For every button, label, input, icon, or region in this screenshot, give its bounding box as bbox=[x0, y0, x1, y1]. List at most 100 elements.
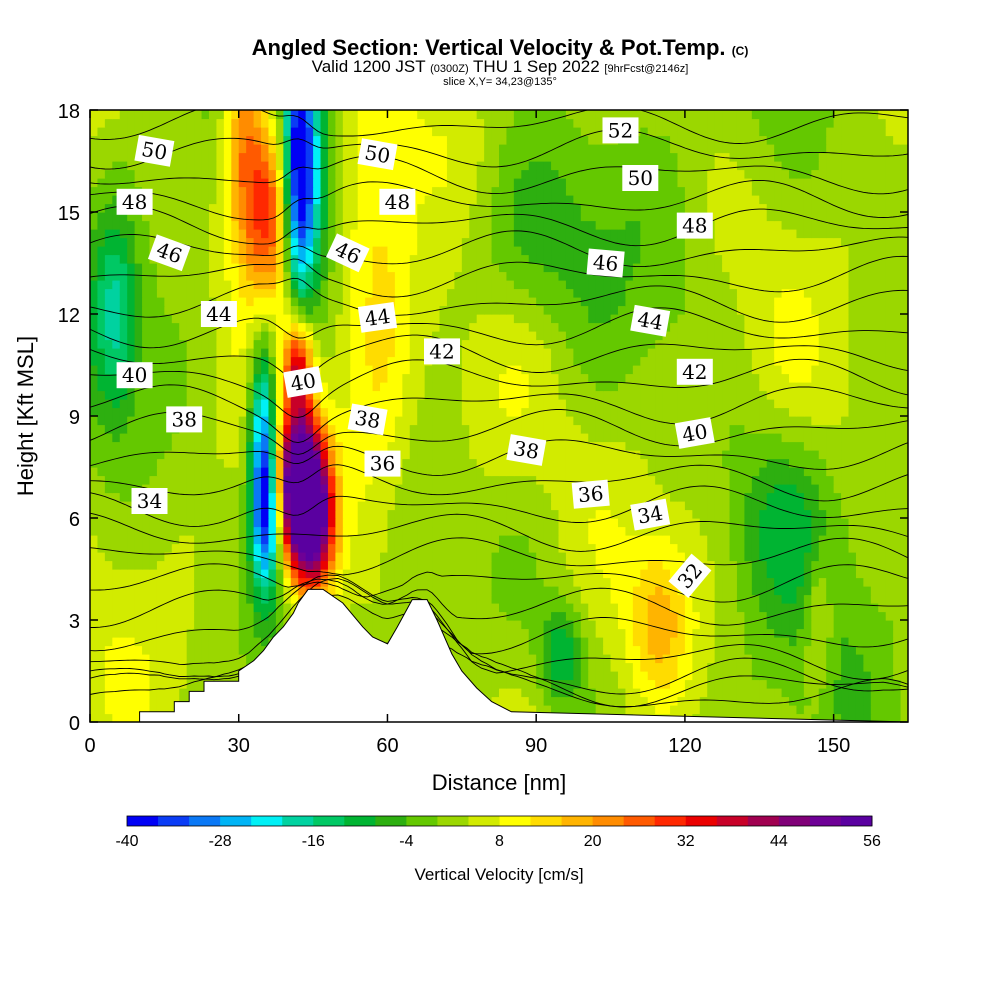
velocity-cell bbox=[863, 373, 872, 383]
velocity-cell bbox=[409, 475, 418, 485]
velocity-cell bbox=[454, 475, 463, 485]
velocity-cell bbox=[803, 620, 812, 630]
velocity-cell bbox=[238, 594, 247, 604]
velocity-cell bbox=[231, 594, 240, 604]
velocity-cell bbox=[640, 620, 649, 630]
velocity-cell bbox=[246, 628, 255, 638]
velocity-cell bbox=[632, 484, 641, 494]
velocity-cell bbox=[818, 433, 827, 443]
velocity-cell bbox=[751, 526, 760, 536]
velocity-cell bbox=[521, 484, 530, 494]
velocity-cell bbox=[268, 552, 277, 562]
velocity-cell bbox=[134, 390, 143, 400]
velocity-cell bbox=[655, 450, 664, 460]
velocity-cell bbox=[670, 450, 679, 460]
velocity-cell bbox=[684, 688, 693, 698]
velocity-cell bbox=[766, 484, 775, 494]
velocity-cell bbox=[789, 501, 798, 511]
velocity-cell bbox=[573, 356, 582, 366]
velocity-cell bbox=[521, 356, 530, 366]
velocity-cell bbox=[179, 628, 188, 638]
velocity-cell bbox=[156, 645, 165, 655]
velocity-cell bbox=[692, 620, 701, 630]
velocity-cell bbox=[759, 518, 768, 528]
velocity-cell bbox=[112, 450, 121, 460]
velocity-cell bbox=[201, 603, 210, 613]
velocity-cell bbox=[484, 467, 493, 477]
velocity-cell bbox=[320, 382, 329, 392]
velocity-cell bbox=[119, 526, 128, 536]
velocity-cell bbox=[766, 560, 775, 570]
velocity-cell bbox=[253, 441, 262, 451]
velocity-cell bbox=[432, 365, 441, 375]
velocity-cell bbox=[863, 424, 872, 434]
velocity-cell bbox=[781, 577, 790, 587]
velocity-cell bbox=[640, 543, 649, 553]
velocity-cell bbox=[469, 654, 478, 664]
velocity-cell bbox=[156, 705, 165, 715]
velocity-cell bbox=[670, 671, 679, 681]
velocity-cell bbox=[179, 484, 188, 494]
velocity-cell bbox=[885, 671, 894, 681]
velocity-cell bbox=[283, 433, 292, 443]
velocity-cell bbox=[231, 560, 240, 570]
velocity-cell bbox=[112, 407, 121, 417]
velocity-cell bbox=[863, 577, 872, 587]
velocity-cell bbox=[90, 475, 99, 485]
velocity-cell bbox=[127, 713, 136, 722]
velocity-cell bbox=[439, 424, 448, 434]
velocity-cell bbox=[878, 705, 887, 715]
velocity-cell bbox=[469, 637, 478, 647]
velocity-cell bbox=[662, 416, 671, 426]
velocity-cell bbox=[617, 535, 627, 545]
velocity-cell bbox=[818, 671, 827, 681]
velocity-cell bbox=[617, 654, 627, 664]
velocity-cell bbox=[543, 501, 552, 511]
velocity-cell bbox=[342, 518, 351, 528]
velocity-cell bbox=[543, 577, 552, 587]
velocity-cell bbox=[298, 535, 307, 545]
velocity-cell bbox=[513, 416, 522, 426]
velocity-cell bbox=[350, 492, 359, 502]
velocity-cell bbox=[253, 339, 262, 349]
velocity-cell bbox=[632, 705, 641, 715]
velocity-cell bbox=[826, 654, 835, 664]
velocity-cell bbox=[573, 475, 582, 485]
velocity-cell bbox=[766, 339, 775, 349]
velocity-cell bbox=[885, 339, 894, 349]
velocity-cell bbox=[870, 348, 879, 358]
velocity-cell bbox=[543, 390, 552, 400]
velocity-cell bbox=[164, 501, 173, 511]
velocity-cell bbox=[863, 526, 872, 536]
velocity-cell bbox=[878, 671, 887, 681]
velocity-cell bbox=[104, 399, 113, 409]
velocity-cell bbox=[357, 475, 366, 485]
velocity-cell bbox=[744, 552, 753, 562]
velocity-cell bbox=[238, 467, 247, 477]
velocity-cell bbox=[684, 543, 693, 553]
velocity-cell bbox=[513, 356, 522, 366]
velocity-cell bbox=[104, 603, 113, 613]
velocity-cell bbox=[335, 373, 344, 383]
velocity-cell bbox=[156, 475, 165, 485]
velocity-cell bbox=[684, 382, 693, 392]
velocity-cell bbox=[201, 475, 210, 485]
velocity-cell bbox=[409, 552, 418, 562]
velocity-cell bbox=[722, 501, 731, 511]
velocity-cell bbox=[372, 484, 381, 494]
velocity-cell bbox=[238, 373, 247, 383]
velocity-cell bbox=[751, 458, 760, 468]
velocity-cell bbox=[90, 594, 99, 604]
velocity-cell bbox=[320, 407, 329, 417]
velocity-cell bbox=[647, 424, 656, 434]
velocity-cell bbox=[231, 526, 240, 536]
velocity-cell bbox=[863, 348, 872, 358]
velocity-cell bbox=[134, 645, 143, 655]
velocity-cell bbox=[305, 501, 314, 511]
velocity-cell bbox=[714, 688, 723, 698]
velocity-cell bbox=[662, 365, 671, 375]
velocity-cell bbox=[543, 475, 552, 485]
velocity-cell bbox=[699, 390, 708, 400]
velocity-cell bbox=[729, 339, 738, 349]
velocity-cell bbox=[870, 339, 879, 349]
